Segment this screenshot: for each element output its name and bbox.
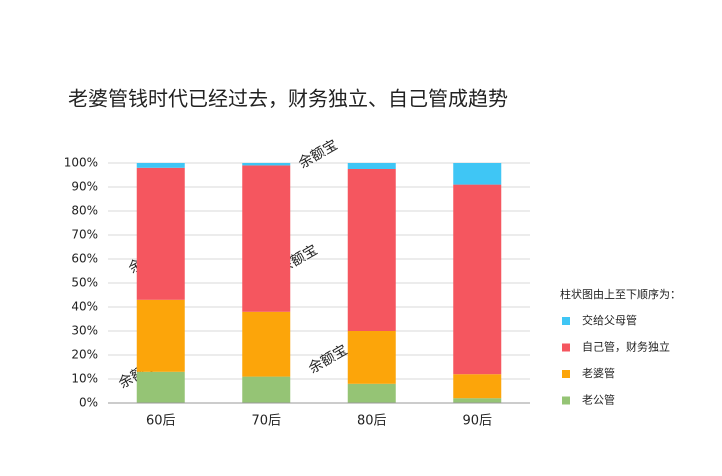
legend-label: 交给父母管 — [582, 313, 637, 327]
bar-segment — [136, 299, 185, 372]
bar-segment — [347, 331, 396, 384]
y-tick-label: 60% — [71, 252, 98, 266]
y-tick-label: 80% — [71, 204, 98, 218]
legend-title: 柱状图由上至下顺序为： — [560, 287, 681, 301]
legend-swatch — [562, 317, 570, 325]
bar-segment — [136, 371, 185, 403]
y-tick-label: 50% — [71, 276, 98, 290]
bar-segment — [242, 311, 291, 377]
bar-segment — [347, 383, 396, 403]
x-tick-label: 80后 — [357, 414, 387, 429]
bar-segment — [453, 163, 502, 185]
x-tick-label: 90后 — [462, 414, 492, 429]
bar-segment — [242, 165, 291, 312]
y-tick-label: 30% — [71, 324, 98, 338]
bar-segment — [347, 169, 396, 331]
x-tick-label: 60后 — [146, 414, 176, 429]
legend-label: 老公管 — [582, 393, 615, 407]
legend-swatch — [562, 343, 570, 352]
y-tick-label: 90% — [71, 180, 98, 194]
y-tick-label: 0% — [79, 396, 98, 410]
legend-label: 自己管，财务独立 — [582, 340, 670, 354]
bar-segment — [136, 163, 185, 168]
chart-title: 老婆管钱时代已经过去，财务独立、自己管成趋势 — [68, 87, 508, 111]
legend-label: 老婆管 — [582, 366, 615, 380]
x-tick-label: 70后 — [251, 414, 281, 429]
y-tick-label: 40% — [71, 300, 98, 314]
bar-segment — [453, 398, 502, 403]
y-tick-label: 100% — [64, 156, 98, 170]
bar-segment — [453, 374, 502, 399]
legend-swatch — [562, 370, 570, 378]
bar-segment — [347, 163, 396, 169]
bar-segment — [136, 167, 185, 300]
bar-segment — [242, 376, 291, 403]
bar-segment — [453, 184, 502, 375]
y-tick-label: 10% — [71, 372, 98, 386]
y-tick-label: 70% — [71, 228, 98, 242]
legend-swatch — [562, 396, 570, 405]
y-tick-label: 20% — [71, 348, 98, 362]
bar-segment — [242, 163, 291, 166]
